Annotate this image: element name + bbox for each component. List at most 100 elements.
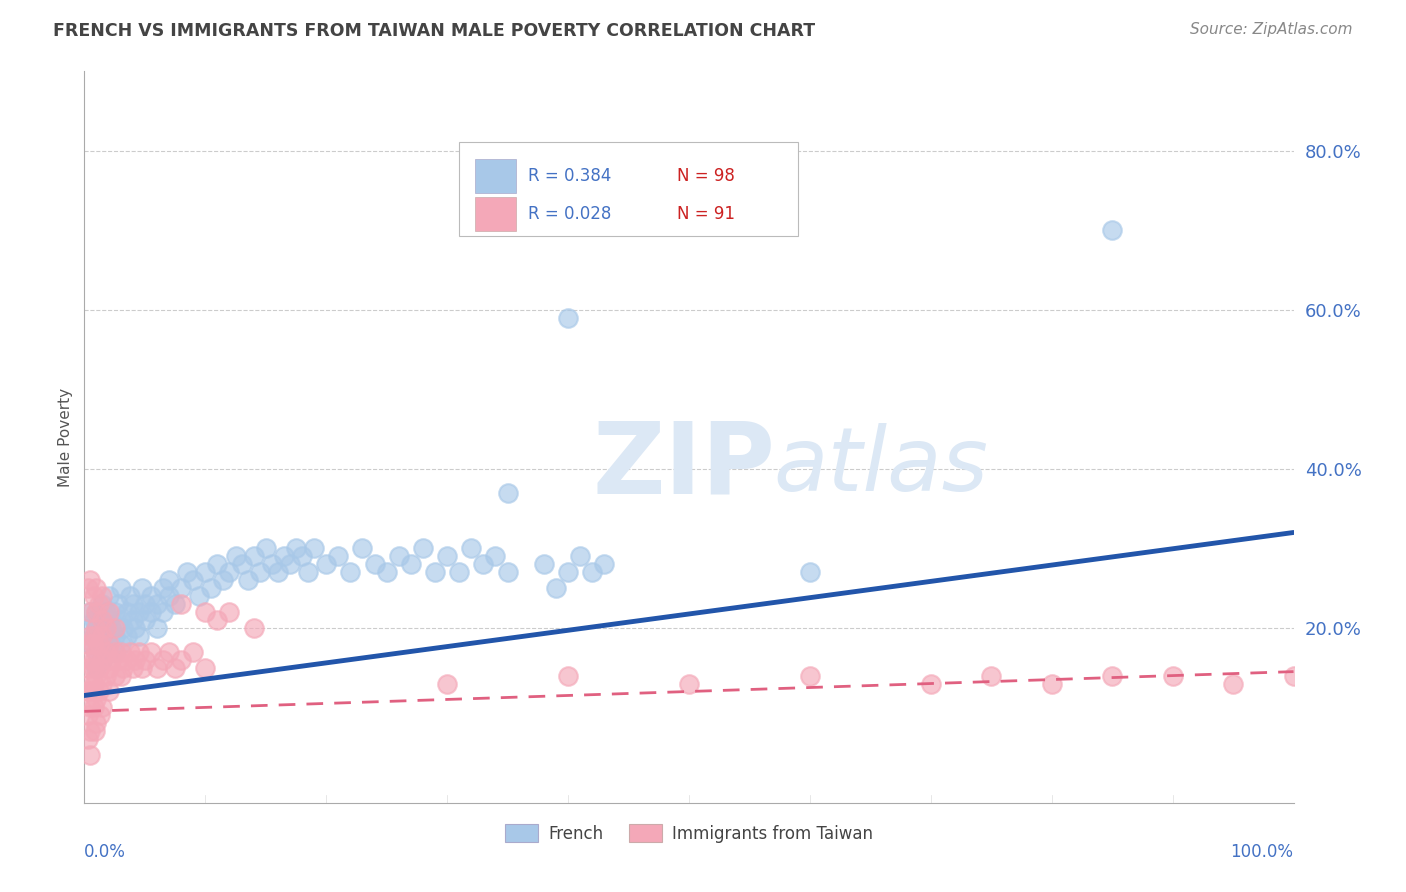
Point	[231, 558, 253, 572]
Point	[104, 668, 127, 682]
Point	[87, 637, 110, 651]
Text: R = 0.028: R = 0.028	[529, 205, 612, 223]
Point	[170, 653, 193, 667]
Point	[593, 558, 616, 572]
Point	[86, 629, 108, 643]
Point	[112, 621, 135, 635]
Point	[569, 549, 592, 564]
Point	[799, 668, 821, 682]
Point	[423, 566, 446, 580]
Point	[544, 581, 567, 595]
Point	[94, 621, 117, 635]
Point	[87, 684, 110, 698]
FancyBboxPatch shape	[475, 197, 516, 231]
Point	[496, 566, 519, 580]
Point	[83, 676, 105, 690]
Point	[131, 660, 153, 674]
Point	[100, 653, 122, 667]
Point	[79, 621, 101, 635]
Point	[273, 549, 295, 564]
Point	[242, 621, 264, 635]
Point	[86, 692, 108, 706]
Point	[94, 668, 117, 682]
Point	[91, 621, 114, 635]
Point	[146, 660, 169, 674]
Point	[533, 558, 555, 572]
Point	[79, 637, 101, 651]
Point	[77, 732, 100, 747]
Point	[97, 605, 120, 619]
Point	[315, 558, 337, 572]
Point	[194, 605, 217, 619]
Point	[328, 549, 350, 564]
Point	[91, 597, 114, 611]
Point	[79, 573, 101, 587]
Point	[97, 684, 120, 698]
Point	[436, 549, 458, 564]
Point	[157, 589, 180, 603]
Point	[97, 660, 120, 674]
Text: FRENCH VS IMMIGRANTS FROM TAIWAN MALE POVERTY CORRELATION CHART: FRENCH VS IMMIGRANTS FROM TAIWAN MALE PO…	[53, 22, 815, 40]
Point	[412, 541, 434, 556]
Point	[77, 684, 100, 698]
Point	[91, 613, 114, 627]
Point	[460, 541, 482, 556]
Point	[79, 605, 101, 619]
Text: ZIP: ZIP	[592, 417, 775, 515]
Point	[77, 637, 100, 651]
Point	[86, 605, 108, 619]
Point	[278, 558, 301, 572]
Point	[131, 581, 153, 595]
Point	[110, 613, 132, 627]
Point	[86, 645, 108, 659]
Point	[91, 645, 114, 659]
Point	[249, 566, 271, 580]
Point	[86, 660, 108, 674]
Point	[557, 668, 579, 682]
Point	[94, 629, 117, 643]
Point	[77, 708, 100, 723]
Point	[91, 589, 114, 603]
Point	[97, 637, 120, 651]
Point	[920, 676, 942, 690]
Point	[115, 629, 138, 643]
Point	[218, 605, 240, 619]
Text: R = 0.384: R = 0.384	[529, 167, 612, 185]
FancyBboxPatch shape	[475, 159, 516, 193]
Point	[79, 748, 101, 763]
Point	[678, 676, 700, 690]
Point	[496, 485, 519, 500]
Point	[91, 676, 114, 690]
Point	[94, 645, 117, 659]
Point	[124, 653, 146, 667]
Point	[79, 629, 101, 643]
Point	[194, 566, 217, 580]
Point	[194, 660, 217, 674]
Point	[134, 653, 156, 667]
Point	[291, 549, 314, 564]
Point	[82, 684, 104, 698]
Text: N = 98: N = 98	[676, 167, 735, 185]
Text: atlas: atlas	[773, 424, 988, 509]
Point	[176, 566, 198, 580]
Point	[134, 613, 156, 627]
Point	[84, 724, 107, 739]
Point	[83, 700, 105, 714]
Point	[302, 541, 325, 556]
Point	[86, 716, 108, 731]
Point	[91, 653, 114, 667]
Point	[1101, 223, 1123, 237]
Point	[121, 597, 143, 611]
Point	[207, 558, 229, 572]
Point	[146, 597, 169, 611]
Point	[152, 605, 174, 619]
Point	[557, 310, 579, 325]
Point	[124, 621, 146, 635]
Point	[86, 668, 108, 682]
Point	[254, 541, 277, 556]
Point	[104, 645, 127, 659]
Point	[121, 660, 143, 674]
Point	[82, 660, 104, 674]
Point	[557, 566, 579, 580]
Point	[139, 589, 162, 603]
